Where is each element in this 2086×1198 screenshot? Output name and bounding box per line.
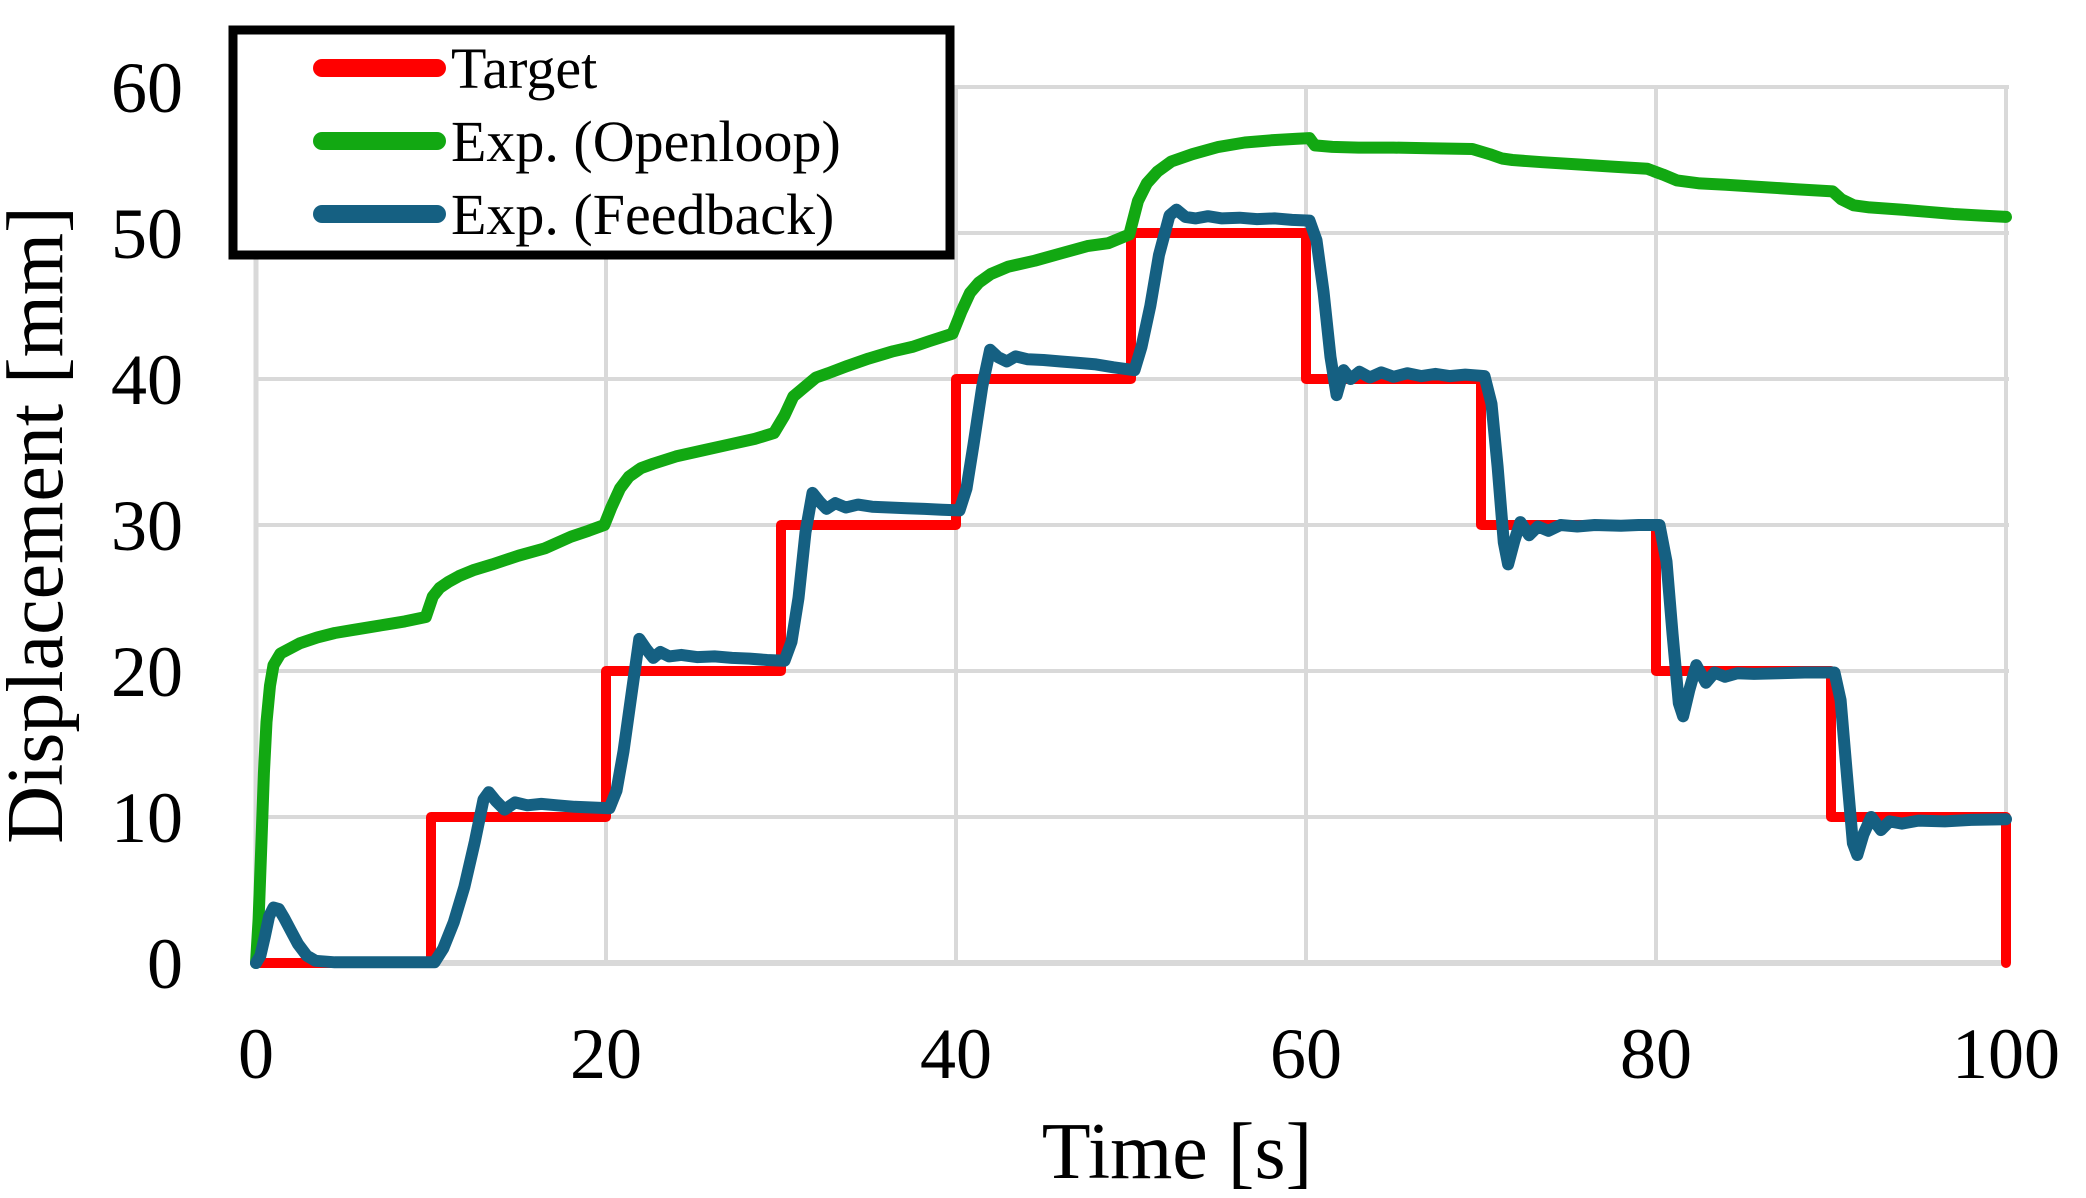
legend-item-openloop: Exp. (Openloop) [313,109,841,174]
y-axis-title: Displacement [mm] [0,206,80,844]
legend-label-feedback: Exp. (Feedback) [451,182,834,247]
tick-labels: 0 20 40 60 80 100 0 10 20 30 40 50 60 [111,48,2060,1094]
y-tick-label: 40 [111,340,183,420]
legend: Target Exp. (Openloop) Exp. (Feedback) [228,25,955,260]
legend-label-target: Target [451,36,597,101]
target-line [251,228,2011,968]
x-tick-label: 60 [1270,1014,1342,1094]
x-tick-label: 100 [1952,1014,2060,1094]
y-tick-label: 20 [111,632,183,712]
openloop-line [250,132,2012,969]
x-tick-label: 20 [570,1014,642,1094]
legend-item-feedback: Exp. (Feedback) [313,182,834,247]
series-lines [250,132,2012,969]
x-axis-title: Time [s] [1042,1108,1312,1196]
x-tick-label: 80 [1620,1014,1692,1094]
y-tick-label: 60 [111,48,183,128]
legend-item-target: Target [313,36,597,101]
feedback-line [250,203,2012,969]
x-tick-label: 0 [238,1014,274,1094]
x-tick-label: 40 [920,1014,992,1094]
y-tick-label: 30 [111,486,183,566]
y-tick-label: 50 [111,194,183,274]
y-tick-label: 0 [147,924,183,1004]
y-tick-label: 10 [111,778,183,858]
legend-label-openloop: Exp. (Openloop) [451,109,841,174]
